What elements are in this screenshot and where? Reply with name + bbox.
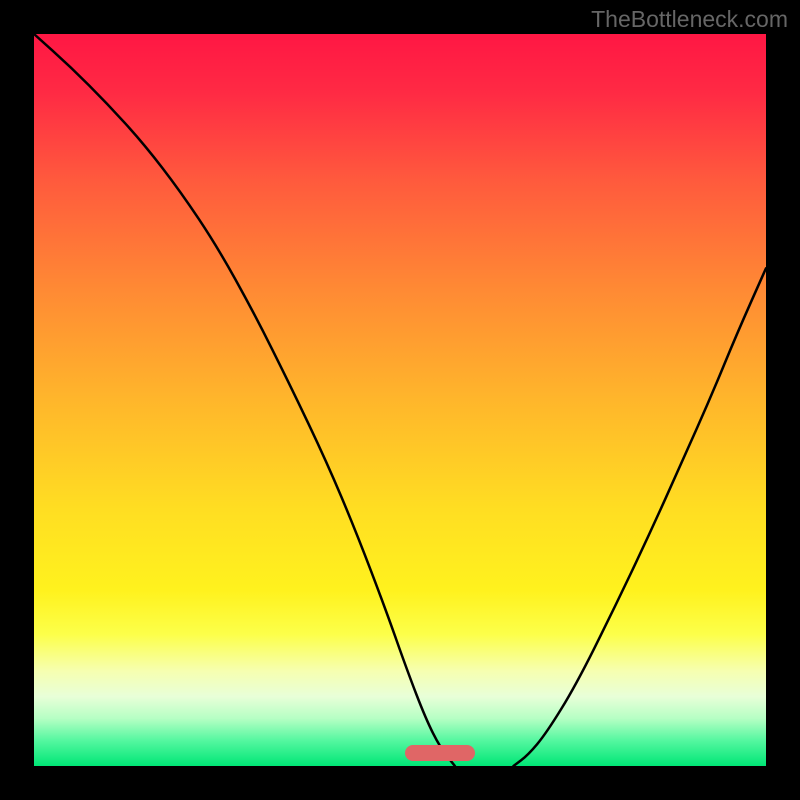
- curve-left: [34, 34, 455, 766]
- chart-outer-frame: TheBottleneck.com: [0, 0, 800, 800]
- plot-area: [34, 34, 766, 766]
- curve-right: [513, 268, 766, 766]
- watermark-text: TheBottleneck.com: [591, 6, 788, 33]
- marker-pill: [405, 745, 475, 761]
- curve-layer: [34, 34, 766, 766]
- bottleneck-chart: TheBottleneck.com: [0, 0, 800, 800]
